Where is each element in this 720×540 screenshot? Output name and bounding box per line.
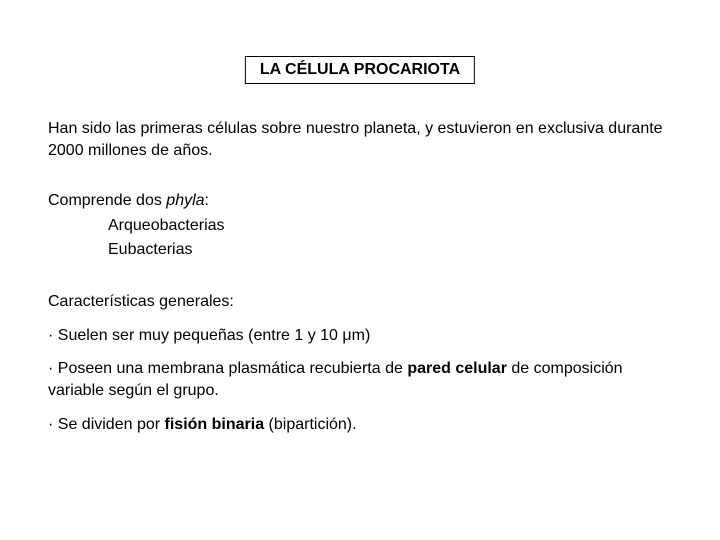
phyla-item-1: Arqueobacterias — [48, 214, 672, 237]
phyla-item-2: Eubacterias — [48, 238, 672, 261]
bullet-2-bold: pared celular — [407, 360, 507, 377]
bullet-3: · Se dividen por fisión binaria (biparti… — [48, 414, 672, 436]
slide-content: Han sido las primeras células sobre nues… — [48, 118, 672, 447]
phyla-suffix: : — [205, 192, 209, 209]
phyla-intro: Comprende dos phyla: — [48, 189, 672, 212]
bullet-3-post: (bipartición). — [264, 416, 356, 433]
bullet-3-bold: fisión binaria — [165, 416, 265, 433]
phyla-italic: phyla — [166, 192, 204, 209]
phyla-block: Comprende dos phyla: Arqueobacterias Eub… — [48, 189, 672, 261]
bullet-2-pre: · Poseen una membrana plasmática recubie… — [48, 360, 407, 377]
bullet-1: · Suelen ser muy pequeñas (entre 1 y 10 … — [48, 325, 672, 347]
phyla-prefix: Comprende dos — [48, 192, 166, 209]
characteristics-label: Características generales: — [48, 293, 672, 311]
intro-paragraph: Han sido las primeras células sobre nues… — [48, 118, 672, 161]
bullet-3-pre: · Se dividen por — [48, 416, 165, 433]
slide-title-box: LA CÉLULA PROCARIOTA — [245, 56, 475, 84]
bullet-2: · Poseen una membrana plasmática recubie… — [48, 358, 672, 401]
slide-title: LA CÉLULA PROCARIOTA — [260, 61, 460, 78]
